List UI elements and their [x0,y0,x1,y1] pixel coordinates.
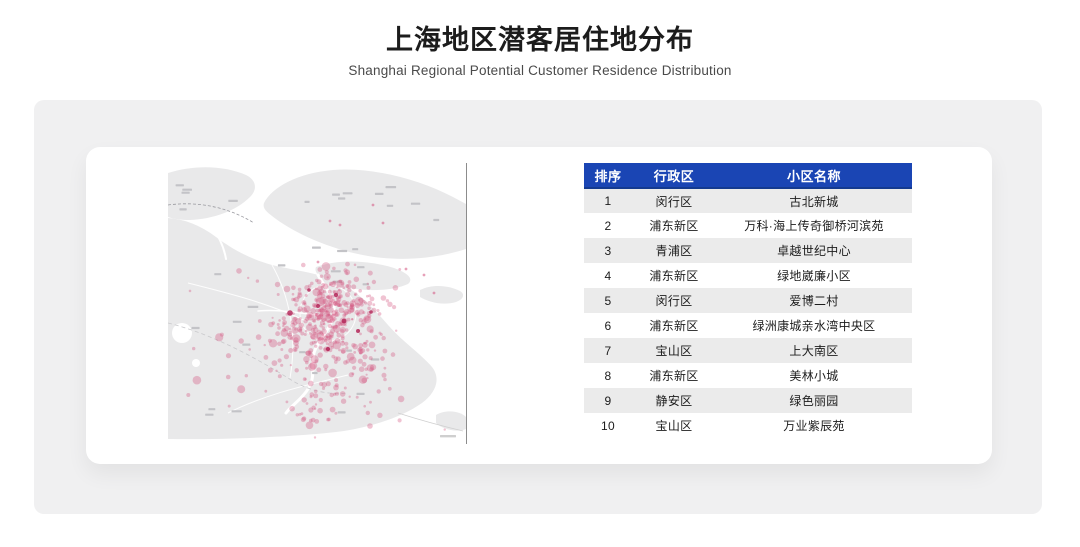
table-body: 1 闵行区 古北新城 2 浦东新区 万科·海上传奇御桥河滨苑 3 青浦区 卓越世纪中心 4 浦东新区… [584,188,912,438]
district-cell: 闵行区 [632,288,716,313]
community-cell: 万业紫辰苑 [716,413,912,438]
table-row: 1 闵行区 古北新城 [584,188,912,213]
table-row: 4 浦东新区 绿地崴廉小区 [584,263,912,288]
community-cell: 美林小城 [716,363,912,388]
community-cell: 绿洲康城亲水湾中央区 [716,313,912,338]
district-cell: 浦东新区 [632,363,716,388]
table-row: 5 闵行区 爱博二村 [584,288,912,313]
map-landmasses [168,167,466,440]
community-cell: 爱博二村 [716,288,912,313]
page-header: 上海地区潜客居住地分布 Shanghai Regional Potential … [0,0,1080,78]
rank-cell: 2 [584,213,632,238]
community-cell: 绿地崴廉小区 [716,263,912,288]
shanghai-map [168,163,467,444]
district-cell: 浦东新区 [632,313,716,338]
content-panel: 排序 行政区 小区名称 1 闵行区 古北新城 2 浦东新区 万科·海上传奇御桥河滨苑 3 青浦… [34,100,1042,514]
rank-cell: 6 [584,313,632,338]
rank-cell: 9 [584,388,632,413]
rank-cell: 3 [584,238,632,263]
district-cell: 静安区 [632,388,716,413]
shanghai-map-svg [168,167,466,440]
district-cell: 浦东新区 [632,263,716,288]
map-attribution [440,435,456,438]
header-district: 行政区 [632,163,716,189]
district-cell: 青浦区 [632,238,716,263]
header-rank: 排序 [584,163,632,189]
page-subtitle: Shanghai Regional Potential Customer Res… [348,63,732,79]
district-cell: 浦东新区 [632,213,716,238]
page-title: 上海地区潜客居住地分布 [386,25,694,55]
content-card: 排序 行政区 小区名称 1 闵行区 古北新城 2 浦东新区 万科·海上传奇御桥河滨苑 3 青浦… [86,147,992,464]
map-density-dots [186,203,446,439]
rank-cell: 4 [584,263,632,288]
map-place-labels [175,184,440,416]
table-row: 9 静安区 绿色丽园 [584,388,912,413]
header-community: 小区名称 [716,163,912,189]
table-row: 3 青浦区 卓越世纪中心 [584,238,912,263]
community-cell: 万科·海上传奇御桥河滨苑 [716,213,912,238]
table-row: 8 浦东新区 美林小城 [584,363,912,388]
rank-cell: 10 [584,413,632,438]
ranking-table: 排序 行政区 小区名称 1 闵行区 古北新城 2 浦东新区 万科·海上传奇御桥河滨苑 3 青浦… [584,163,912,438]
rank-cell: 1 [584,188,632,213]
district-cell: 宝山区 [632,413,716,438]
table-header-row: 排序 行政区 小区名称 [584,163,912,189]
community-cell: 绿色丽园 [716,388,912,413]
community-cell: 卓越世纪中心 [716,238,912,263]
district-cell: 闵行区 [632,188,716,213]
community-cell: 上大南区 [716,338,912,363]
table-row: 7 宝山区 上大南区 [584,338,912,363]
map-roads [168,203,464,432]
table-row: 2 浦东新区 万科·海上传奇御桥河滨苑 [584,213,912,238]
table-row: 10 宝山区 万业紫辰苑 [584,413,912,438]
rank-cell: 8 [584,363,632,388]
district-cell: 宝山区 [632,338,716,363]
rank-cell: 5 [584,288,632,313]
rank-cell: 7 [584,338,632,363]
table-row: 6 浦东新区 绿洲康城亲水湾中央区 [584,313,912,338]
community-cell: 古北新城 [716,188,912,213]
